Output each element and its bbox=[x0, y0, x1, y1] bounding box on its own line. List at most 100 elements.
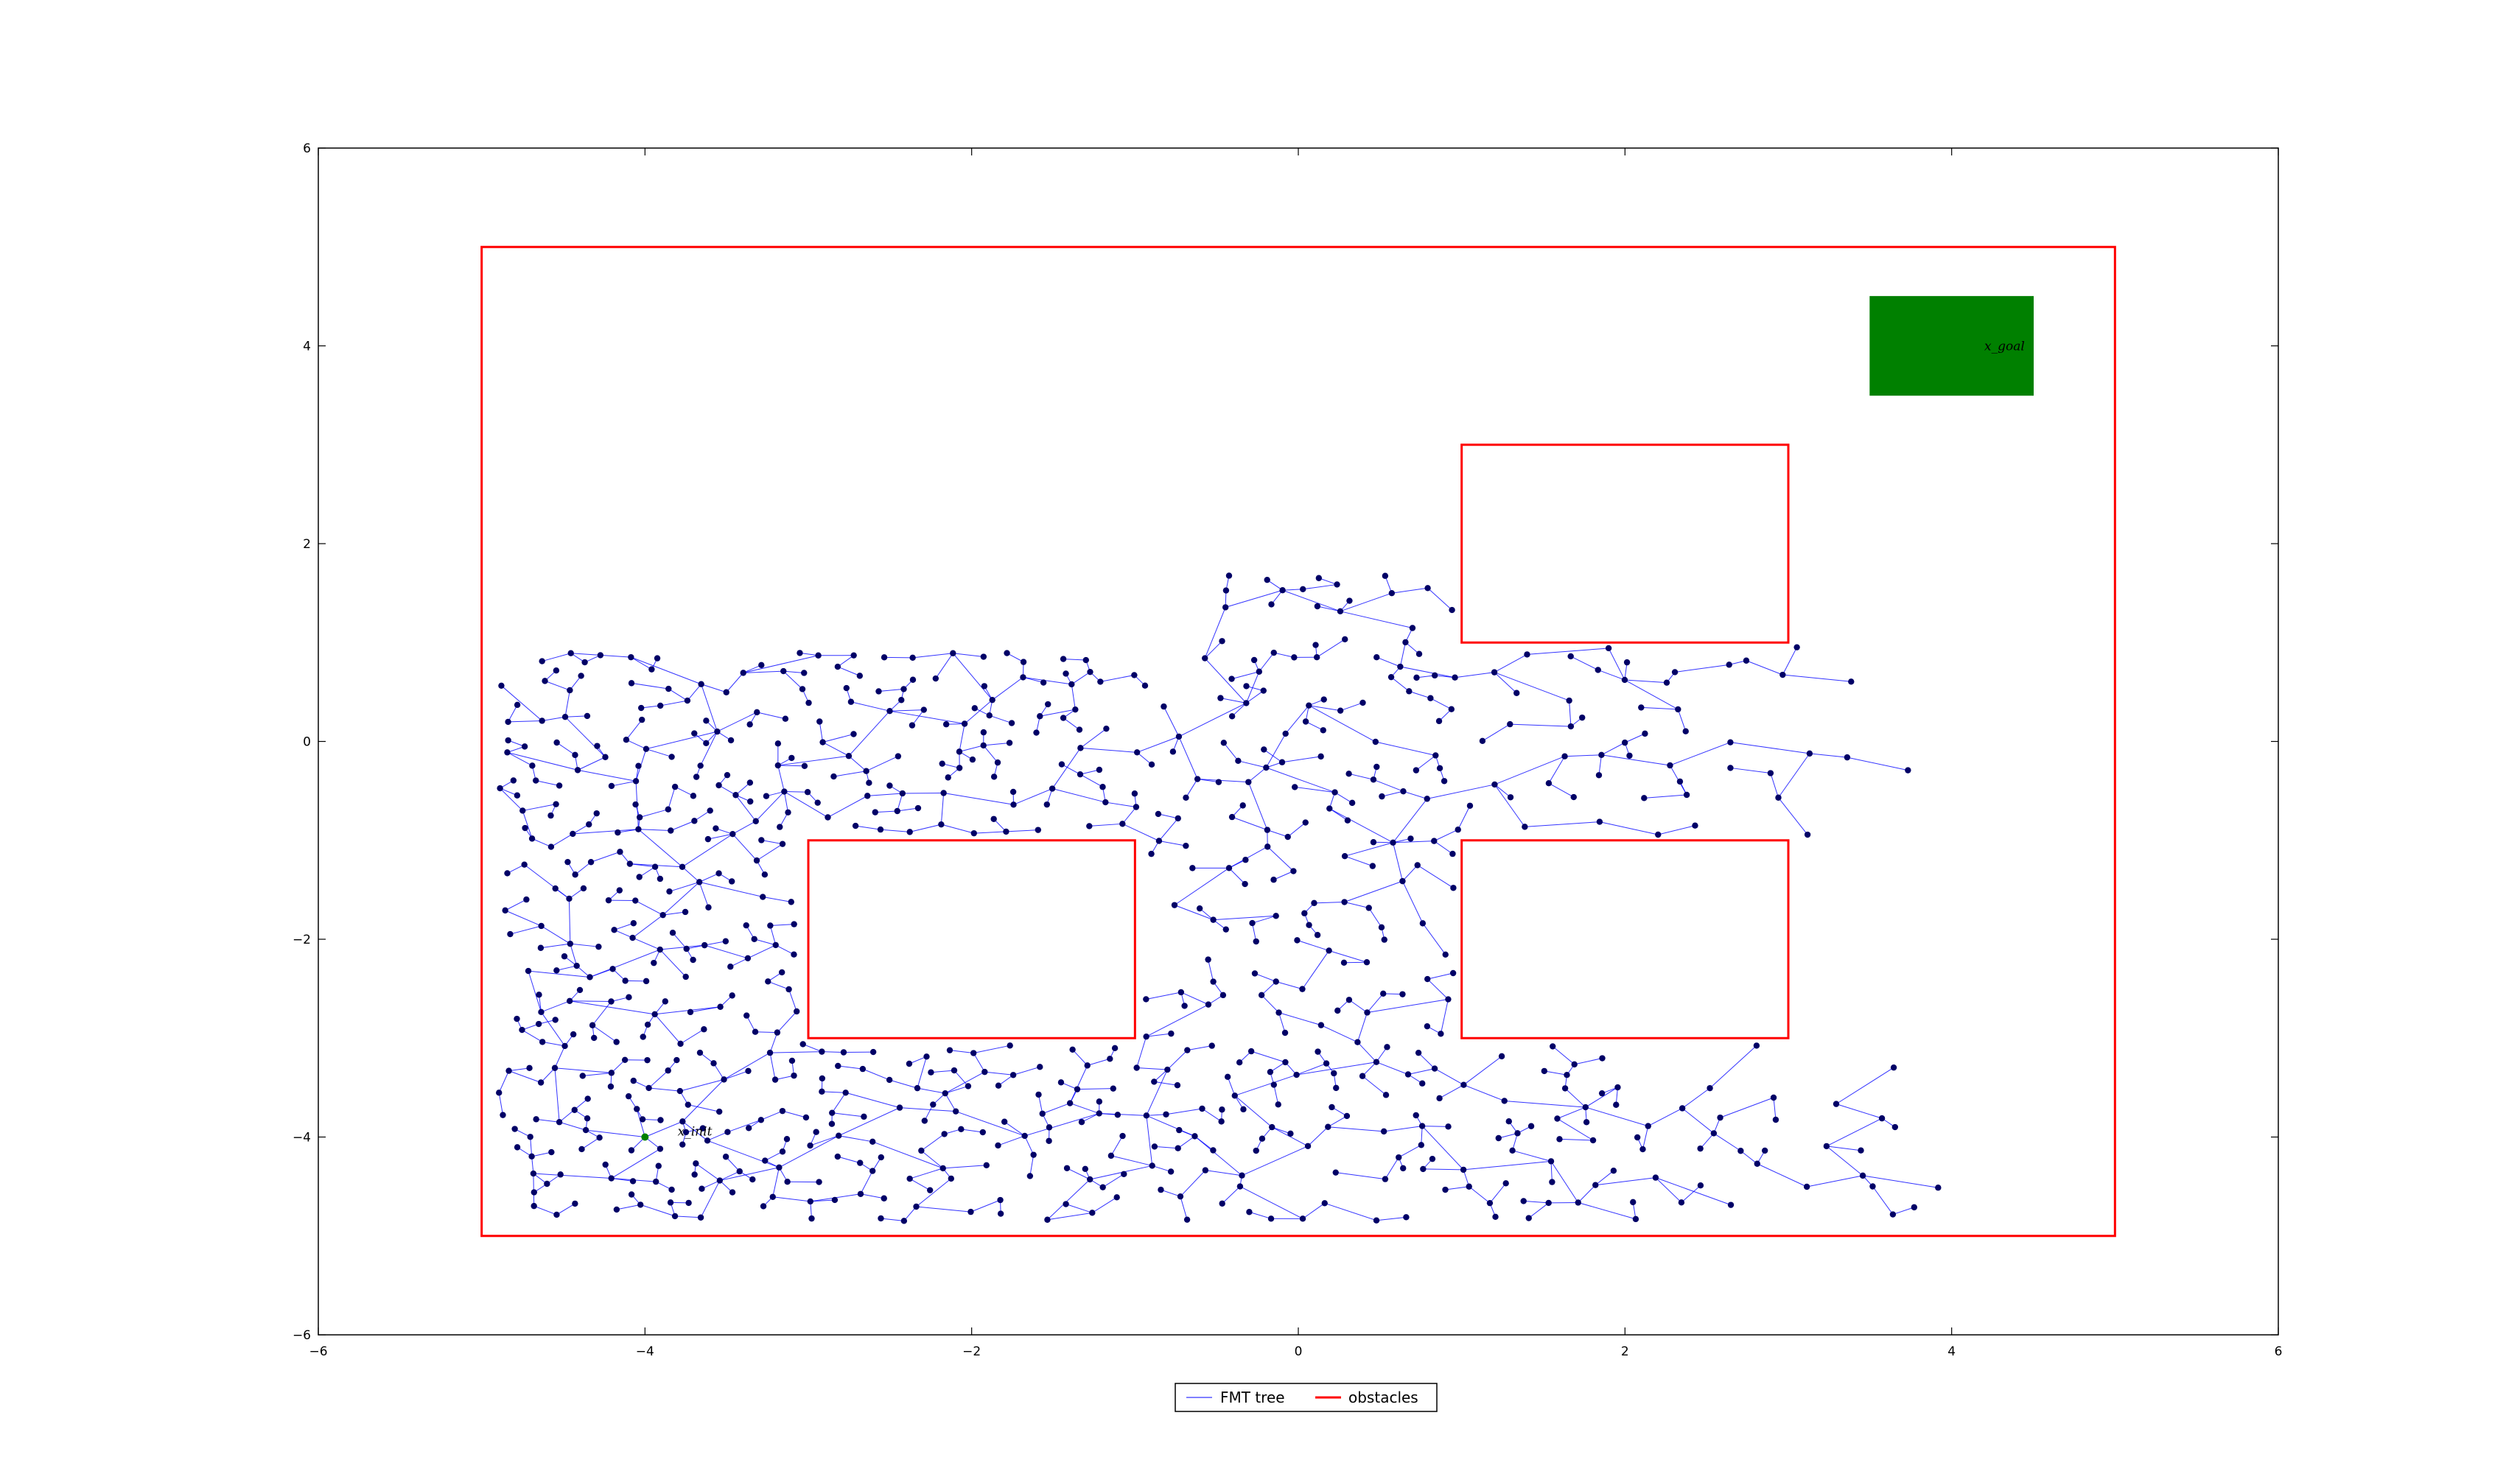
tree-node bbox=[965, 1083, 972, 1090]
tree-edge bbox=[1092, 1196, 1117, 1213]
tree-node bbox=[1026, 1173, 1034, 1179]
tree-node bbox=[779, 1107, 786, 1115]
tree-node bbox=[914, 1084, 921, 1092]
tree-edge bbox=[1494, 784, 1511, 798]
tree-edge bbox=[564, 690, 570, 718]
tree-node bbox=[1369, 863, 1376, 869]
tree-node bbox=[784, 1178, 791, 1185]
tree-edge bbox=[1463, 1160, 1552, 1171]
tree-node bbox=[1450, 885, 1457, 891]
tree-node bbox=[701, 1026, 707, 1033]
init-point bbox=[641, 1133, 649, 1141]
tree-node bbox=[1697, 1182, 1704, 1189]
tree-edge bbox=[1154, 1146, 1178, 1149]
tree-node bbox=[1388, 590, 1396, 597]
tree-node bbox=[1082, 656, 1089, 664]
tree-edge bbox=[568, 898, 571, 944]
tree-edge bbox=[575, 861, 592, 875]
tree-node bbox=[1683, 791, 1690, 799]
tree-node bbox=[1222, 604, 1229, 611]
tree-node bbox=[956, 748, 963, 755]
tree-edge bbox=[1264, 749, 1283, 763]
tree-edge bbox=[508, 720, 542, 723]
tree-edge bbox=[754, 939, 776, 946]
tree-edge bbox=[1090, 1165, 1152, 1180]
tree-node bbox=[732, 792, 739, 799]
tree-node bbox=[995, 1082, 1002, 1089]
tree-node bbox=[722, 938, 729, 944]
tree-node bbox=[986, 712, 993, 719]
workspace-boundary bbox=[480, 245, 2116, 1238]
tree-node bbox=[1379, 793, 1385, 800]
tree-node bbox=[1169, 748, 1177, 755]
tree-node bbox=[801, 762, 808, 769]
tree-node bbox=[1507, 720, 1513, 728]
tree-node bbox=[505, 1067, 512, 1074]
tree-node bbox=[1525, 1215, 1532, 1221]
tree-node bbox=[1089, 1210, 1096, 1216]
tree-node bbox=[1163, 1111, 1169, 1118]
tree-node bbox=[693, 1160, 699, 1167]
tree-edge bbox=[1105, 801, 1136, 808]
tree-node bbox=[526, 1064, 533, 1072]
tree-edge bbox=[672, 932, 687, 950]
tree-edge bbox=[860, 1171, 873, 1195]
tree-node bbox=[698, 681, 704, 687]
tree-node bbox=[582, 1126, 589, 1134]
tree-edge bbox=[508, 1067, 530, 1072]
tree-node bbox=[745, 1125, 752, 1132]
tree-node bbox=[1610, 1167, 1617, 1174]
tree-node bbox=[1325, 1123, 1331, 1130]
tree-edge bbox=[648, 1087, 680, 1092]
tree-edge bbox=[570, 1000, 612, 1002]
tree-node bbox=[785, 986, 792, 993]
tree-node bbox=[1621, 676, 1628, 684]
tree-node bbox=[758, 662, 765, 669]
tree-node bbox=[979, 1129, 987, 1136]
tree-edge bbox=[1004, 1121, 1025, 1137]
tree-node bbox=[1222, 587, 1230, 594]
tree-edge bbox=[501, 685, 542, 721]
tree-node bbox=[581, 659, 588, 666]
tree-node bbox=[1891, 1123, 1899, 1131]
tree-edge bbox=[949, 1050, 974, 1054]
tree-edge bbox=[1146, 992, 1181, 1000]
tree-edge bbox=[760, 1110, 783, 1120]
tree-node bbox=[1222, 926, 1229, 933]
tree-node bbox=[834, 663, 841, 670]
tree-edge bbox=[1469, 1186, 1491, 1204]
tree-node bbox=[637, 1201, 644, 1208]
tree-edge bbox=[1362, 1076, 1387, 1095]
tree-node bbox=[1194, 776, 1201, 782]
legend-tree-label: FMT tree bbox=[1220, 1389, 1285, 1406]
tree-node bbox=[651, 1011, 658, 1018]
tree-node bbox=[1675, 706, 1681, 713]
tree-node bbox=[1168, 1030, 1175, 1037]
tree-node bbox=[1501, 1098, 1508, 1104]
tree-node bbox=[834, 1153, 841, 1160]
tree-node bbox=[1541, 1067, 1548, 1075]
tree-edge bbox=[989, 715, 1012, 724]
tree-edge bbox=[911, 709, 925, 726]
tree-edge bbox=[1197, 779, 1249, 783]
tree-edge bbox=[1314, 902, 1345, 904]
tree-edge bbox=[1329, 950, 1368, 963]
tree-edge bbox=[1087, 1058, 1110, 1066]
tree-edge bbox=[942, 1165, 987, 1169]
tree-node bbox=[1889, 1211, 1897, 1218]
tree-node bbox=[1063, 1201, 1069, 1207]
tree-node bbox=[632, 897, 639, 904]
tree-edge bbox=[1063, 718, 1080, 730]
tree-node bbox=[1148, 850, 1155, 857]
tree-edge bbox=[1713, 1133, 1741, 1151]
tree-node bbox=[1033, 729, 1040, 736]
tree-node bbox=[1199, 1105, 1205, 1112]
tree-edge bbox=[855, 825, 881, 830]
tree-edge bbox=[1225, 589, 1283, 608]
tree-node bbox=[1239, 802, 1246, 809]
tree-node bbox=[1287, 1130, 1294, 1137]
tree-edge bbox=[822, 1051, 844, 1053]
y-tick-label: −4 bbox=[293, 1131, 311, 1146]
tree-node bbox=[1228, 676, 1235, 682]
tree-node bbox=[1905, 767, 1911, 773]
